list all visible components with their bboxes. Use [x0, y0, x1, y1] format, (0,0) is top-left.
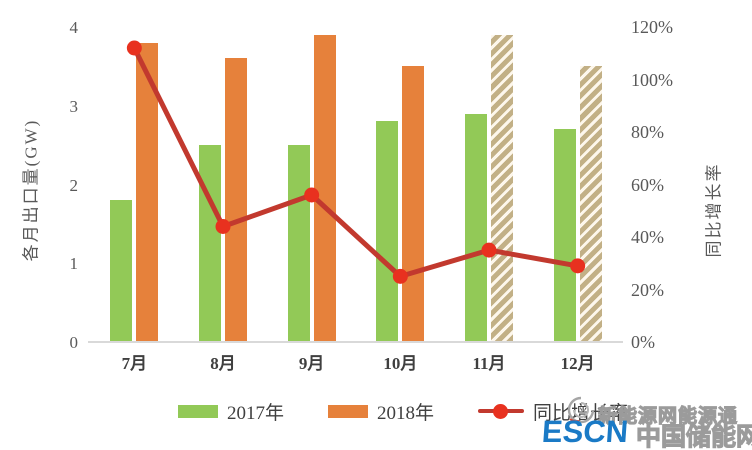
bar-2017年-11月	[465, 114, 487, 342]
legend: 2017年 2018年 同比增长率	[178, 398, 628, 424]
x-label-9月: 9月	[298, 354, 325, 373]
right-tick-20%: 20%	[631, 279, 664, 300]
x-label-11月: 11月	[472, 354, 506, 373]
watermark-text-top: 新能源网能源通	[597, 405, 739, 427]
bar-2018年-7月	[136, 43, 159, 342]
legend-swatch-bar	[178, 404, 218, 418]
watermark-text-bottom: 中国储能网	[635, 423, 752, 450]
legend-swatch-bar	[328, 404, 369, 418]
x-axis-line	[88, 341, 623, 343]
bar-2017年-9月	[287, 145, 310, 342]
legend-label: 同比增长率	[533, 402, 629, 424]
bar-2017年-8月	[199, 145, 221, 342]
bar-2018年-11月-estimate	[491, 35, 513, 342]
right-tick-120%: 120%	[631, 17, 673, 37]
right-tick-0%: 0%	[631, 332, 655, 352]
bar-2017年-12月	[553, 129, 576, 342]
left-tick-1: 1	[69, 254, 79, 274]
legend-label: 2017年	[227, 402, 285, 424]
legend-item-3: 同比增长率	[478, 398, 628, 425]
left-axis-title: 各月出口量(GW)	[21, 118, 41, 262]
right-tick-80%: 80%	[631, 122, 664, 142]
watermark-swirl-icon	[567, 396, 595, 424]
left-tick-3: 3	[69, 96, 79, 116]
left-tick-2: 2	[69, 175, 79, 195]
watermark: 新能源网能源通 ESCN 中国储能网	[540, 393, 752, 450]
legend-swatch-line	[478, 404, 525, 419]
x-label-8月: 8月	[210, 354, 236, 373]
bar-2017年-7月	[110, 200, 133, 342]
legend-item-2: 2018年	[328, 398, 434, 425]
right-axis-title: 同比增长率	[704, 162, 724, 258]
x-label-7月: 7月	[121, 354, 148, 373]
watermark-brand-escn: ESCN	[540, 414, 630, 449]
right-tick-100%: 100%	[631, 69, 673, 90]
right-tick-60%: 60%	[631, 174, 664, 195]
legend-item-1: 2017年	[178, 398, 284, 425]
x-label-10月: 10月	[383, 354, 418, 373]
bar-2017年-10月	[376, 121, 399, 342]
bar-2018年-8月	[225, 58, 247, 342]
left-tick-4: 4	[69, 18, 79, 37]
bar-2018年-12月-estimate	[579, 66, 602, 342]
left-tick-0: 0	[69, 333, 79, 352]
bar-2018年-10月	[402, 66, 425, 342]
bar-2018年-9月	[313, 35, 336, 342]
legend-label: 2018年	[377, 402, 435, 424]
right-tick-40%: 40%	[631, 227, 664, 247]
x-label-12月: 12月	[560, 354, 595, 373]
